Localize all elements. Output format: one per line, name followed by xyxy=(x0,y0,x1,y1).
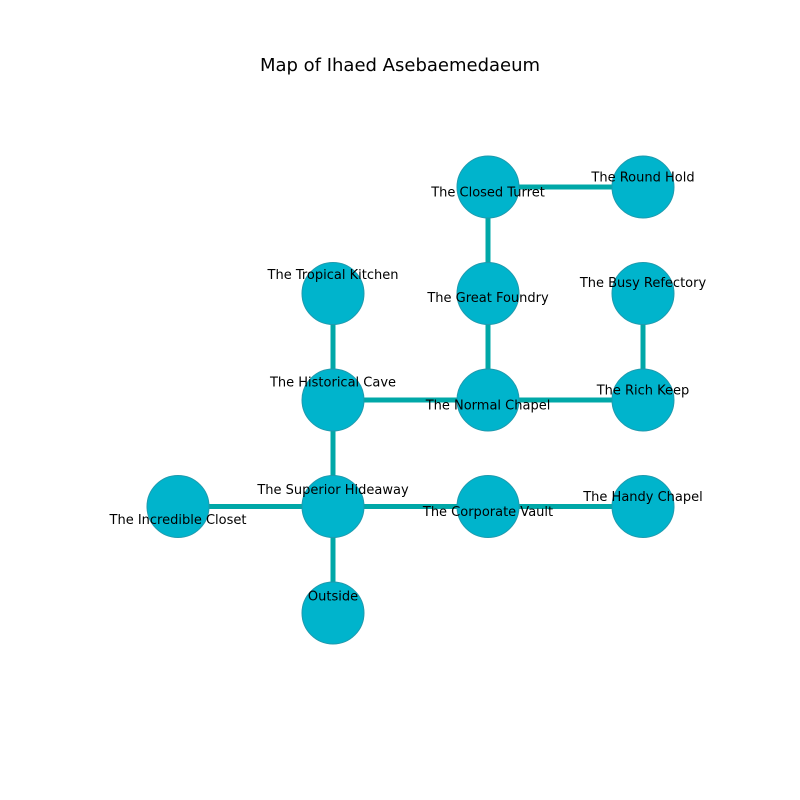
room-label-incredible-closet: The Incredible Closet xyxy=(109,513,247,528)
room-node-incredible-closet xyxy=(146,475,210,538)
room-node-normal-chapel xyxy=(456,368,520,432)
rooms-layer xyxy=(146,155,675,645)
room-node-great-foundry xyxy=(456,262,520,325)
connections-layer xyxy=(178,184,646,613)
room-node-historical-cave xyxy=(301,368,365,432)
labels-layer: The Closed Turret The Round Hold The Tropi… xyxy=(109,171,707,605)
room-node-handy-chapel xyxy=(611,475,675,538)
room-label-rich-keep: The Rich Keep xyxy=(596,384,690,399)
room-node-round-hold xyxy=(611,155,675,219)
room-label-great-foundry: The Great Foundry xyxy=(426,291,549,306)
room-label-corporate-vault: The Corporate Vault xyxy=(422,505,553,520)
room-label-outside: Outside xyxy=(308,590,358,605)
room-label-normal-chapel: The Normal Chapel xyxy=(425,399,551,414)
room-node-superior-hideaway xyxy=(301,475,365,538)
room-label-round-hold: The Round Hold xyxy=(590,171,694,186)
room-node-tropical-kitchen xyxy=(301,262,365,325)
room-node-outside xyxy=(301,581,365,645)
room-label-tropical-kitchen: The Tropical Kitchen xyxy=(267,268,399,283)
room-label-busy-refectory: The Busy Refectory xyxy=(579,276,707,291)
room-label-closed-turret: The Closed Turret xyxy=(430,186,545,201)
room-node-closed-turret xyxy=(456,155,520,219)
room-node-rich-keep xyxy=(611,368,675,432)
room-label-superior-hideaway: The Superior Hideaway xyxy=(256,483,409,498)
room-node-busy-refectory xyxy=(611,262,675,325)
map-title: Map of Ihaed Asebaemedaeum xyxy=(259,55,541,76)
room-label-handy-chapel: The Handy Chapel xyxy=(582,490,703,505)
room-node-corporate-vault xyxy=(456,475,520,538)
room-label-historical-cave: The Historical Cave xyxy=(269,376,396,391)
